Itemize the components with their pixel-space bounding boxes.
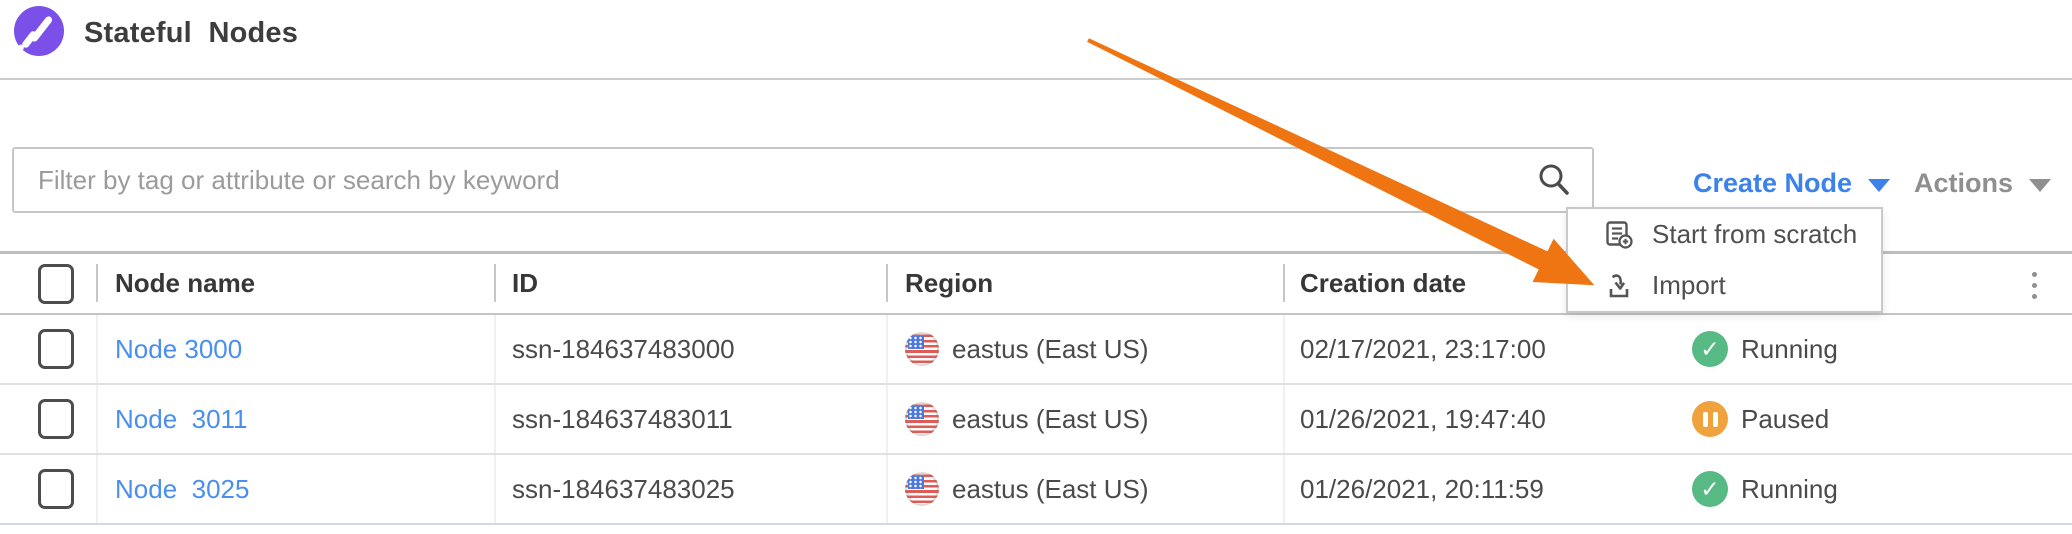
select-row-checkbox[interactable] — [38, 469, 74, 509]
search-icon[interactable] — [1534, 160, 1574, 200]
menu-item-start-from-scratch[interactable]: Start from scratch — [1568, 209, 1881, 260]
table-row: Node 3000 ssn-184637483000 eastus (East … — [0, 315, 2072, 385]
region-label: eastus (East US) — [952, 333, 1149, 364]
column-divider — [494, 264, 496, 302]
create-node-button[interactable]: Create Node — [1693, 168, 1891, 199]
select-row-checkbox[interactable] — [38, 399, 74, 439]
creation-date: 02/17/2021, 23:17:00 — [1300, 333, 1546, 364]
creation-date: 01/26/2021, 20:11:59 — [1300, 473, 1544, 504]
column-divider — [1283, 264, 1285, 302]
status-paused-icon — [1692, 401, 1728, 437]
creation-date: 01/26/2021, 19:47:40 — [1300, 403, 1546, 434]
page-title: Stateful Nodes — [84, 17, 299, 49]
chevron-down-icon — [1868, 178, 1891, 192]
node-id: ssn-184637483011 — [512, 403, 733, 434]
status-running-icon — [1692, 471, 1728, 507]
column-divider — [886, 315, 888, 525]
app-logo-icon — [12, 6, 64, 57]
status-running-icon — [1692, 331, 1728, 367]
actions-label: Actions — [1914, 168, 2014, 198]
us-flag-icon — [905, 402, 939, 436]
us-flag-icon — [905, 332, 939, 366]
create-node-dropdown-menu: Start from scratch Import — [1566, 207, 1883, 313]
column-divider — [1283, 315, 1285, 525]
us-flag-icon — [905, 472, 939, 506]
region-label: eastus (East US) — [952, 473, 1149, 504]
table-row: Node 3025 ssn-184637483025 eastus (East … — [0, 455, 2072, 525]
create-node-label: Create Node — [1693, 168, 1853, 198]
region-label: eastus (East US) — [952, 403, 1149, 434]
menu-item-label: Import — [1652, 270, 1726, 300]
column-header-node-name: Node name — [115, 268, 256, 298]
select-row-checkbox[interactable] — [38, 329, 74, 369]
filter-search-input[interactable] — [12, 147, 1594, 213]
node-id: ssn-184637483025 — [512, 473, 735, 504]
select-all-checkbox[interactable] — [38, 263, 74, 304]
document-new-icon — [1606, 220, 1633, 249]
column-header-region: Region — [905, 268, 994, 298]
node-name-link[interactable]: Node 3011 — [115, 403, 248, 434]
chevron-down-icon — [2029, 178, 2052, 192]
node-name-link[interactable]: Node 3025 — [115, 473, 250, 504]
column-divider — [96, 315, 98, 525]
column-divider — [494, 315, 496, 525]
import-icon — [1609, 273, 1629, 297]
column-header-id: ID — [512, 268, 538, 298]
node-id: ssn-184637483000 — [512, 333, 735, 364]
column-divider — [886, 264, 888, 302]
status-label: Running — [1741, 473, 1838, 504]
status-label: Running — [1741, 333, 1838, 364]
header-divider — [0, 78, 2072, 80]
menu-item-label: Start from scratch — [1652, 219, 1858, 249]
menu-item-import[interactable]: Import — [1568, 260, 1881, 311]
status-label: Paused — [1741, 403, 1830, 434]
actions-button[interactable]: Actions — [1914, 168, 2052, 199]
table-row: Node 3011 ssn-184637483011 eastus (East … — [0, 385, 2072, 455]
node-name-link[interactable]: Node 3000 — [115, 333, 243, 364]
column-divider — [96, 264, 98, 302]
table-options-kebab-icon[interactable] — [2019, 265, 2049, 305]
